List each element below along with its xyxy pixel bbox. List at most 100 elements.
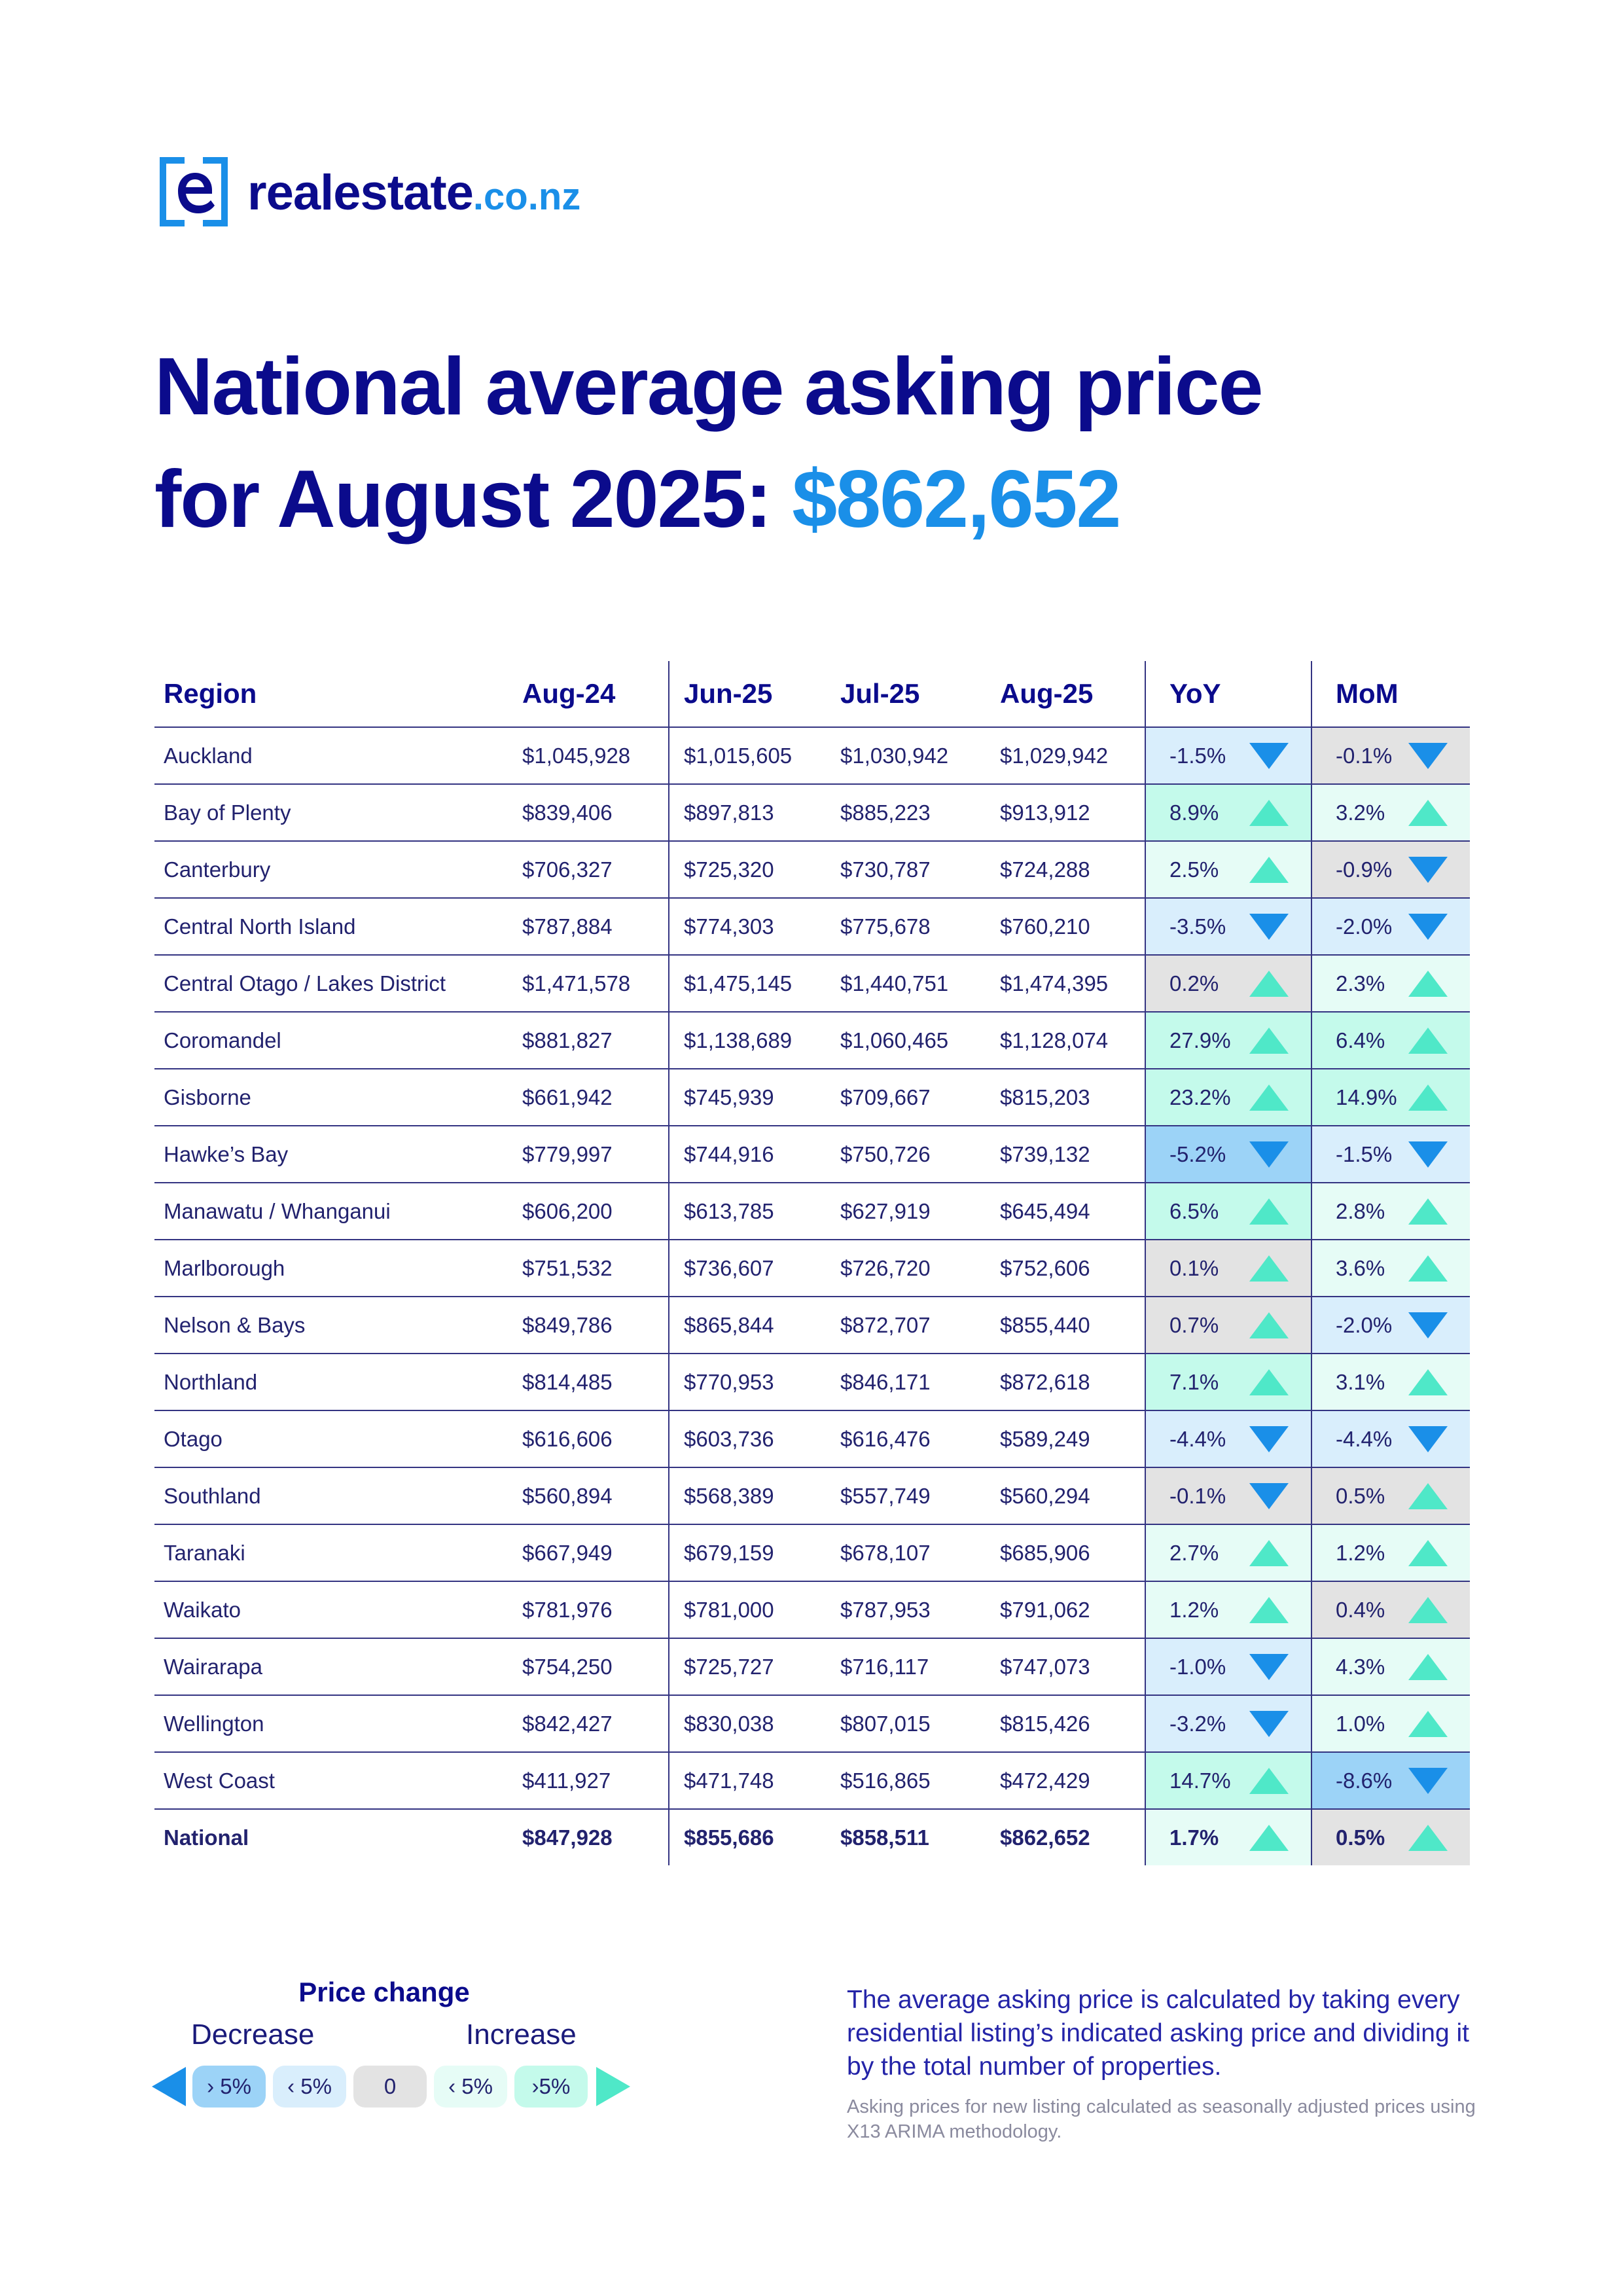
header-aug25: Aug-25 [1000, 678, 1094, 709]
region-cell: Gisborne [154, 1068, 508, 1126]
table-row: Nelson & Bays $849,786 $865,844 $872,707 $85… [154, 1296, 1470, 1354]
table-row: Canterbury $706,327 $725,320 $730,787 $724,2… [154, 840, 1470, 898]
jun25-cell: $855,686 [668, 1808, 826, 1865]
legend-chip-big-increase: ›5% [514, 2066, 588, 2108]
yoy-cell-value: 2.5% [1169, 857, 1219, 882]
jul25-cell: $750,726 [826, 1125, 986, 1183]
aug24-cell: $847,928 [508, 1808, 669, 1865]
mom-cell: 2.8% [1311, 1182, 1470, 1240]
mom-cell: 3.1% [1311, 1353, 1470, 1410]
jun25-cell: $603,736 [668, 1410, 826, 1467]
aug24-cell: $606,200 [508, 1182, 669, 1240]
table-row: Marlborough $751,532 $736,607 $726,720 $752,… [154, 1239, 1470, 1297]
jul25-cell: $616,476 [826, 1410, 986, 1467]
jul25-cell: $678,107 [826, 1524, 986, 1581]
header-aug24: Aug-24 [522, 678, 616, 709]
triangle-up-icon [1249, 1824, 1289, 1851]
triangle-up-icon [1249, 1312, 1289, 1338]
yoy-cell: -3.5% [1145, 897, 1311, 955]
table-row: Gisborne $661,942 $745,939 $709,667 $815,203… [154, 1068, 1470, 1126]
mom-cell-value: 6.4% [1336, 1028, 1385, 1052]
jul25-cell: $1,440,751 [826, 954, 986, 1012]
aug25-cell: $913,912 [986, 783, 1145, 841]
jul25-cell: $846,171 [826, 1353, 986, 1410]
jun25-cell: $770,953 [668, 1353, 826, 1410]
mom-cell: -1.5% [1311, 1125, 1470, 1183]
region-cell: Manawatu / Whanganui [154, 1182, 508, 1240]
aug25-cell: $752,606 [986, 1239, 1145, 1297]
mom-cell: -0.1% [1311, 726, 1470, 784]
triangle-up-icon [1249, 1255, 1289, 1282]
brand-name: realestate [247, 164, 474, 221]
header-region: Region [164, 678, 257, 709]
aug25-cell: $815,203 [986, 1068, 1145, 1126]
triangle-up-icon [1408, 1653, 1448, 1680]
legend-scale: › 5% ‹ 5% 0 ‹ 5% ›5% [152, 2066, 630, 2108]
triangle-down-icon [1249, 742, 1289, 769]
legend-title: Price change [298, 1977, 470, 2007]
table-row: Otago $616,606 $603,736 $616,476 $589,249 -4.… [154, 1410, 1470, 1467]
triangle-up-icon [1408, 1255, 1448, 1282]
triangle-down-icon [1408, 742, 1448, 769]
region-cell: Southland [154, 1467, 508, 1524]
aug25-cell: $472,429 [986, 1751, 1145, 1809]
aug25-cell: $560,294 [986, 1467, 1145, 1524]
jun25-cell: $679,159 [668, 1524, 826, 1581]
mom-cell: -4.4% [1311, 1410, 1470, 1467]
brand-logo: realestate.co.nz [154, 152, 580, 233]
yoy-cell: 2.5% [1145, 840, 1311, 898]
jul25-cell: $1,030,942 [826, 726, 986, 784]
triangle-up-icon [1408, 799, 1448, 826]
mom-cell-value: -2.0% [1336, 914, 1393, 939]
triangle-up-icon [1408, 1369, 1448, 1395]
header-jun25: Jun-25 [668, 661, 826, 727]
jun25-cell: $568,389 [668, 1467, 826, 1524]
triangle-up-icon [1249, 856, 1289, 883]
aug24-cell: $842,427 [508, 1695, 669, 1752]
region-cell: Nelson & Bays [154, 1296, 508, 1354]
mom-cell-value: 0.5% [1336, 1825, 1385, 1850]
yoy-cell-value: 7.1% [1169, 1369, 1219, 1394]
yoy-cell-value: -3.5% [1169, 914, 1226, 939]
triangle-up-icon [1408, 970, 1448, 997]
mom-cell: 3.6% [1311, 1239, 1470, 1297]
triangle-up-icon [1408, 1084, 1448, 1111]
national-price-highlight: $862,652 [792, 454, 1121, 545]
jun25-cell: $745,939 [668, 1068, 826, 1126]
mom-cell: 0.5% [1311, 1467, 1470, 1524]
aug24-cell: $1,045,928 [508, 726, 669, 784]
yoy-cell: 2.7% [1145, 1524, 1311, 1581]
yoy-cell: 7.1% [1145, 1353, 1311, 1410]
mom-cell-value: 1.0% [1336, 1711, 1385, 1736]
jun25-cell: $725,320 [668, 840, 826, 898]
yoy-cell-value: 8.9% [1169, 800, 1219, 825]
realestate-logo-icon [160, 157, 228, 226]
yoy-cell-value: 0.7% [1169, 1312, 1219, 1337]
yoy-cell-value: -1.5% [1169, 743, 1226, 768]
yoy-cell-value: 6.5% [1169, 1198, 1219, 1223]
triangle-up-icon [1249, 1084, 1289, 1111]
jun25-cell: $1,015,605 [668, 726, 826, 784]
aug24-cell: $1,471,578 [508, 954, 669, 1012]
triangle-up-icon [1408, 1482, 1448, 1509]
aug24-cell: $706,327 [508, 840, 669, 898]
header-yoy: YoY [1145, 661, 1311, 727]
jun25-cell: $830,038 [668, 1695, 826, 1752]
mom-cell-value: -4.4% [1336, 1426, 1393, 1451]
aug24-cell: $787,884 [508, 897, 669, 955]
asking-price-table: Region Aug-24 Jun-25 Jul-25 Aug-25 YoY M… [154, 661, 1470, 1865]
methodology-note: The average asking price is calculated b… [847, 1986, 1469, 2081]
region-cell: Otago [154, 1410, 508, 1467]
jul25-cell: $516,865 [826, 1751, 986, 1809]
triangle-down-icon [1408, 1426, 1448, 1452]
yoy-cell: -4.4% [1145, 1410, 1311, 1467]
table-row: Central North Island $787,884 $774,303 $775… [154, 897, 1470, 955]
aug24-cell: $661,942 [508, 1068, 669, 1126]
aug25-cell: $1,474,395 [986, 954, 1145, 1012]
yoy-cell-value: 14.7% [1169, 1768, 1231, 1793]
jun25-cell: $471,748 [668, 1751, 826, 1809]
page-title: National average asking price for August… [154, 331, 1529, 556]
yoy-cell: -5.2% [1145, 1125, 1311, 1183]
aug24-cell: $781,976 [508, 1581, 669, 1638]
yoy-cell: -0.1% [1145, 1467, 1311, 1524]
